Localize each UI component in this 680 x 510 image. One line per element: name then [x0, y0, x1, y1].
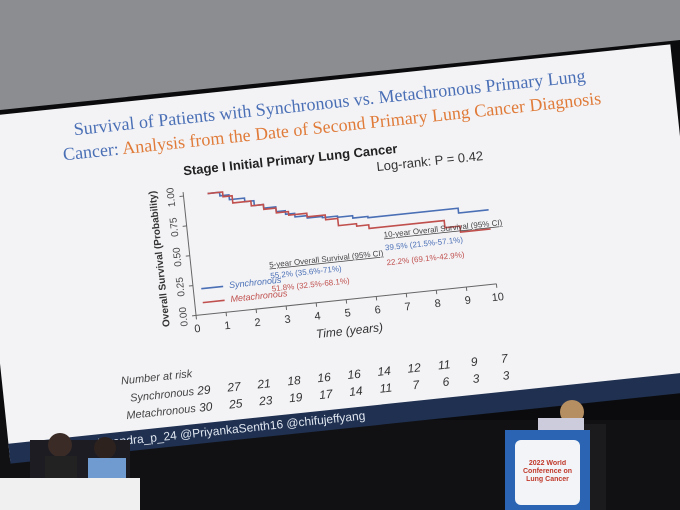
risk-count: 27: [226, 379, 243, 395]
risk-count: 7: [412, 378, 421, 393]
panel-desk: [0, 478, 140, 510]
x-tick-label: 0: [194, 323, 201, 336]
y-tick-label: 0.75: [168, 216, 181, 237]
x-tick-label: 10: [491, 291, 504, 304]
risk-count: 25: [227, 396, 243, 411]
person: [48, 433, 72, 457]
x-axis-label: Time (years): [315, 320, 383, 341]
ceiling: [0, 0, 680, 110]
risk-count: 7: [500, 351, 509, 366]
y-tick-label: 0.00: [178, 306, 191, 327]
y-tick-label: 0.25: [175, 276, 188, 297]
x-tick-label: 3: [284, 313, 291, 326]
legend-swatch: [202, 299, 225, 304]
x-tick-label: 2: [254, 317, 261, 330]
x-tick-label: 1: [224, 320, 231, 333]
risk-count: 16: [347, 367, 362, 382]
risk-count: 16: [317, 370, 332, 385]
survival-curve: [207, 191, 489, 219]
risk-count: 3: [502, 368, 510, 383]
x-tick-label: 7: [404, 301, 411, 314]
laptop: [538, 418, 584, 432]
risk-count: 21: [256, 376, 272, 391]
x-tick-label: 9: [464, 295, 471, 308]
podium-text: 2022 World Conference on Lung Cancer: [522, 460, 572, 483]
y-tick-label: 1.00: [165, 187, 178, 208]
risk-count: 17: [318, 387, 334, 402]
risk-count: 6: [442, 374, 450, 389]
risk-count: 9: [470, 354, 478, 369]
x-tick-label: 4: [314, 310, 321, 323]
slide-bg: [0, 44, 680, 461]
risk-count: 11: [437, 357, 451, 372]
slide: Survival of Patients with Synchronous vs…: [0, 44, 680, 464]
footer-bar: [8, 370, 680, 464]
person: [94, 437, 116, 459]
podium-sign: [515, 440, 580, 505]
risk-count: 11: [379, 381, 393, 396]
risk-count: 14: [348, 384, 363, 399]
legend-swatch: [201, 285, 224, 290]
risk-count: 29: [196, 382, 212, 397]
risk-count: 23: [257, 393, 273, 408]
podium-text-box: 2022 World Conference on Lung Cancer: [522, 460, 572, 483]
axis: [182, 192, 197, 316]
risk-count: 19: [288, 390, 303, 405]
x-tick-label: 6: [374, 304, 381, 317]
risk-count: 3: [472, 371, 480, 386]
risk-count: 14: [377, 364, 392, 379]
risk-count: 18: [287, 373, 302, 388]
survival-curve: [207, 191, 491, 233]
risk-count: 30: [198, 399, 213, 414]
x-tick-label: 5: [344, 307, 351, 320]
x-tick-label: 8: [434, 298, 441, 311]
risk-count: 12: [407, 360, 422, 375]
y-tick-label: 0.50: [171, 246, 184, 267]
